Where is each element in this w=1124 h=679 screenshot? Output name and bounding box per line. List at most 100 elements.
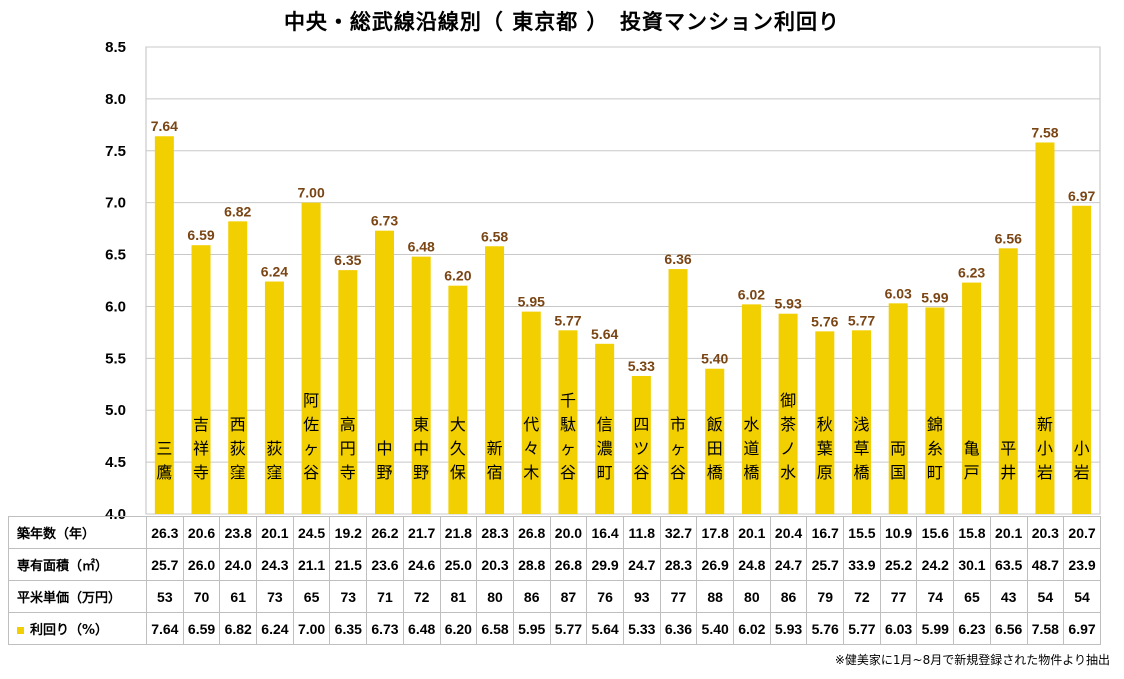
category-label: 御茶ノ水 xyxy=(780,391,796,482)
plot-area xyxy=(145,46,1101,515)
bar xyxy=(668,269,688,514)
table-cell: 5.64 xyxy=(586,612,624,645)
table-cell: 5.93 xyxy=(769,612,808,645)
bar xyxy=(595,343,615,514)
table-cell: 86 xyxy=(512,580,551,613)
category-label: 浅草橋 xyxy=(853,415,869,482)
table-cell: 24.2 xyxy=(916,548,955,581)
bar xyxy=(815,331,835,514)
category-label: 水道橋 xyxy=(743,415,759,482)
bar xyxy=(411,256,431,514)
category-label: 中野 xyxy=(376,439,392,482)
row-header-label: 築年数（年） xyxy=(17,527,96,542)
y-tick-label: 8.5 xyxy=(105,39,126,56)
table-cell: 20.3 xyxy=(1026,516,1065,549)
category-label: 阿佐ヶ谷 xyxy=(303,391,319,482)
table-cell: 23.9 xyxy=(1063,548,1101,581)
bar xyxy=(962,282,982,514)
table-cell: 24.7 xyxy=(769,548,808,581)
table-cell: 24.8 xyxy=(733,548,771,581)
category-label: 東中野 xyxy=(413,415,429,482)
table-cell: 15.8 xyxy=(953,516,991,549)
row-header: 利回り（%） xyxy=(8,612,147,645)
value-label: 5.77 xyxy=(848,312,875,328)
table-cell: 6.82 xyxy=(219,612,258,645)
table-cell: 28.3 xyxy=(476,516,514,549)
y-tick-label: 7.5 xyxy=(105,143,126,160)
category-label: 吉祥寺 xyxy=(193,415,209,482)
value-label: 6.58 xyxy=(481,228,508,244)
table-cell: 5.40 xyxy=(696,612,734,645)
category-label: 高円寺 xyxy=(340,415,356,482)
table-cell: 6.58 xyxy=(476,612,514,645)
category-label: 市ヶ谷 xyxy=(670,415,686,482)
value-label: 6.35 xyxy=(334,252,361,268)
table-cell: 65 xyxy=(953,580,991,613)
table-cell: 28.8 xyxy=(512,548,551,581)
category-label: 四ツ谷 xyxy=(633,415,649,482)
category-label: 千駄ヶ谷 xyxy=(560,391,576,482)
value-label: 6.56 xyxy=(995,230,1022,246)
table-cell: 29.9 xyxy=(586,548,624,581)
table-cell: 30.1 xyxy=(953,548,991,581)
table-cell: 7.00 xyxy=(292,612,331,645)
table-cell: 21.7 xyxy=(402,516,441,549)
table-cell: 6.23 xyxy=(953,612,991,645)
table-cell: 32.7 xyxy=(659,516,698,549)
value-label: 6.82 xyxy=(224,203,251,219)
y-tick-label: 5.5 xyxy=(105,350,126,367)
table-cell: 28.3 xyxy=(659,548,698,581)
table-cell: 6.59 xyxy=(182,612,221,645)
category-label: 小岩 xyxy=(1074,439,1090,482)
category-label: 両国 xyxy=(890,439,906,482)
table-cell: 48.7 xyxy=(1026,548,1065,581)
table-cell: 33.9 xyxy=(843,548,881,581)
y-tick-label: 7.0 xyxy=(105,195,126,212)
table-cell: 25.7 xyxy=(146,548,184,581)
y-tick-label: 8.0 xyxy=(105,91,126,108)
table-cell: 79 xyxy=(806,580,845,613)
table-cell: 87 xyxy=(549,580,588,613)
table-cell: 70 xyxy=(182,580,221,613)
value-label: 6.36 xyxy=(664,251,691,267)
table-cell: 20.1 xyxy=(989,516,1028,549)
table-cell: 77 xyxy=(659,580,698,613)
table-cell: 80 xyxy=(733,580,771,613)
row-header-label: 平米単価（万円） xyxy=(17,591,122,606)
table-cell: 16.4 xyxy=(586,516,624,549)
value-label: 7.64 xyxy=(151,118,178,134)
table-cell: 25.7 xyxy=(806,548,845,581)
bar xyxy=(1072,205,1092,514)
table-cell: 16.7 xyxy=(806,516,845,549)
table-cell: 86 xyxy=(769,580,808,613)
table-cell: 26.2 xyxy=(366,516,404,549)
bar xyxy=(301,202,321,514)
table-cell: 26.3 xyxy=(146,516,184,549)
value-label: 5.76 xyxy=(811,313,838,329)
bar xyxy=(631,375,651,514)
bar xyxy=(228,221,248,514)
table-row: 専有面積（㎡） 25.7 26.0 24.0 24.3 21.1 21.5 23.6 24.6 2… xyxy=(8,548,1101,581)
bar xyxy=(191,245,211,514)
table-cell: 6.56 xyxy=(989,612,1028,645)
table-cell: 6.02 xyxy=(733,612,771,645)
table-cell: 6.48 xyxy=(402,612,441,645)
table-cell: 5.77 xyxy=(843,612,881,645)
table-cell: 10.9 xyxy=(879,516,918,549)
bar xyxy=(925,307,945,514)
table-cell: 5.76 xyxy=(806,612,845,645)
category-label: 新宿 xyxy=(487,439,503,482)
table-cell: 61 xyxy=(219,580,258,613)
category-label: 荻窪 xyxy=(266,439,282,482)
table-cell: 24.7 xyxy=(622,548,661,581)
bar xyxy=(485,246,505,514)
table-cell: 17.8 xyxy=(696,516,734,549)
footnote: ※健美家に1月~8月で新規登録された物件より抽出 xyxy=(834,653,1110,667)
category-label: 秋葉原 xyxy=(817,415,833,482)
table-cell: 26.9 xyxy=(696,548,734,581)
row-header: 専有面積（㎡） xyxy=(8,548,147,581)
value-label: 6.20 xyxy=(444,268,471,284)
y-tick-label: 4.5 xyxy=(105,454,126,471)
bar xyxy=(705,368,725,514)
table-cell: 54 xyxy=(1063,580,1101,613)
